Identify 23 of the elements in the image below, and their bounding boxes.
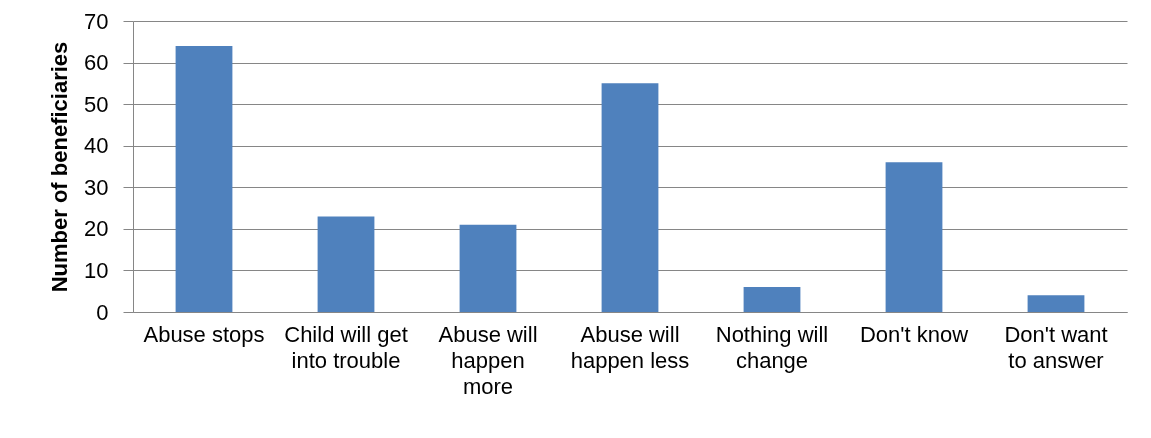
y-tick-label: 30 [84,174,109,200]
y-tick-label: 10 [84,257,109,283]
x-tick-label: Abuse will happen less [570,321,690,373]
y-tick-label: 0 [96,299,109,325]
x-tick-label: Don't know [859,321,969,347]
bar [885,162,943,312]
x-tick-label: Child will get into trouble [284,321,408,373]
bar [175,45,233,312]
x-tick-label: Abuse stops [143,321,265,347]
y-tick-label: 40 [84,133,109,159]
y-tick-label: 20 [84,216,109,242]
y-tick-label: 50 [84,91,109,117]
x-tick-label: Nothing will change [715,321,829,373]
y-tick-label: 70 [84,8,109,34]
x-tick-label: Abuse will happen more [438,321,538,399]
y-axis-title: Number of beneficiaries [47,41,73,293]
bar [1027,295,1085,312]
bar [317,216,375,312]
bar [743,287,801,312]
y-tick-label: 60 [84,50,109,76]
bar [459,224,517,312]
bar [601,83,659,312]
x-tick-label: Don't want to answer [1004,321,1108,373]
